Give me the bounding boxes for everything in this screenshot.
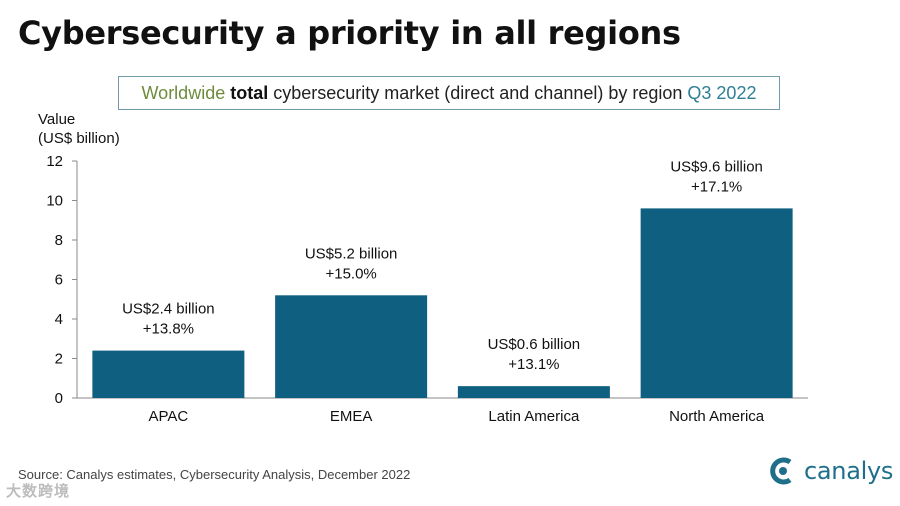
- bar-latin-america: [457, 386, 610, 398]
- x-tick-label: EMEA: [330, 408, 373, 425]
- y-axis-label-line1: Value: [38, 111, 76, 128]
- y-tick-label: 10: [46, 193, 63, 210]
- data-label-value: US$2.4 billion: [122, 301, 215, 318]
- bar-apac: [92, 350, 245, 398]
- subtitle-box: Worldwide total cybersecurity market (di…: [118, 76, 780, 110]
- source-note: Source: Canalys estimates, Cybersecurity…: [18, 467, 411, 482]
- x-tick-label: North America: [669, 408, 765, 425]
- x-tick-label: Latin America: [488, 408, 580, 425]
- y-axis-label-line2: (US$ billion): [38, 130, 120, 147]
- y-tick-label: 8: [55, 232, 63, 249]
- y-axis-label: Value (US$ billion): [38, 110, 120, 148]
- canalys-logo-text: canalys: [804, 457, 894, 485]
- subtitle-period: Q3 2022: [687, 82, 757, 103]
- y-tick-label: 12: [46, 153, 63, 170]
- y-tick-label: 4: [55, 311, 63, 328]
- bar-emea: [275, 295, 428, 398]
- x-tick-label: APAC: [149, 408, 189, 425]
- y-tick-label: 0: [55, 390, 63, 407]
- canalys-logo: canalys: [768, 456, 893, 486]
- canalys-logo-icon: [770, 457, 792, 485]
- data-label-growth: +15.0%: [325, 265, 376, 282]
- subtitle-worldwide: Worldwide: [141, 82, 226, 103]
- watermark: 大数跨境: [6, 483, 71, 500]
- data-label-value: US$0.6 billion: [488, 336, 581, 353]
- subtitle-description: cybersecurity market (direct and channel…: [273, 82, 683, 103]
- data-label-value: US$5.2 billion: [305, 245, 398, 262]
- data-label-growth: +13.1%: [508, 356, 559, 373]
- data-label-growth: +17.1%: [691, 178, 742, 195]
- data-label-growth: +13.8%: [143, 321, 194, 338]
- subtitle-total: total: [230, 82, 269, 103]
- y-tick-label: 2: [55, 351, 63, 368]
- data-label-value: US$9.6 billion: [670, 158, 763, 175]
- y-tick-label: 6: [55, 272, 63, 289]
- bar-north-america: [640, 208, 793, 398]
- page-title: Cybersecurity a priority in all regions: [18, 14, 681, 52]
